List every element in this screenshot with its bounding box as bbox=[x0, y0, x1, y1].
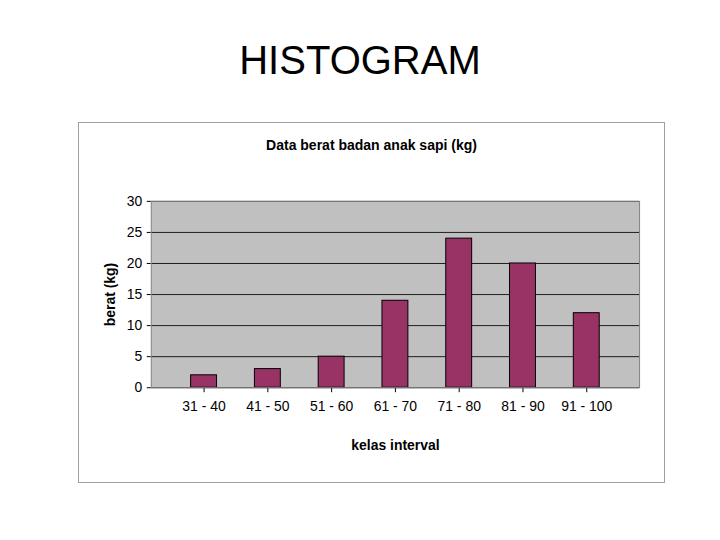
svg-text:berat (kg): berat (kg) bbox=[102, 263, 118, 327]
html-text:Data berat badan anak sapi (kg: Data berat badan anak sapi (kg) bbox=[266, 137, 477, 153]
svg-text:51 - 60: 51 - 60 bbox=[310, 398, 354, 414]
svg-text:31 - 40: 31 - 40 bbox=[182, 398, 226, 414]
svg-text:5: 5 bbox=[135, 348, 143, 364]
html-text:HISTOGRAM: HISTOGRAM bbox=[239, 38, 481, 82]
svg-text:15: 15 bbox=[127, 286, 143, 302]
svg-text:25: 25 bbox=[127, 224, 143, 240]
svg-text:61 - 70: 61 - 70 bbox=[374, 398, 418, 414]
svg-text:0: 0 bbox=[135, 379, 143, 395]
svg-text:30: 30 bbox=[127, 193, 143, 209]
svg-text:91 - 100: 91 - 100 bbox=[561, 398, 612, 414]
svg-text:kelas interval: kelas interval bbox=[351, 437, 439, 453]
svg-text:10: 10 bbox=[127, 317, 143, 333]
svg-text:20: 20 bbox=[127, 255, 143, 271]
svg-text:71 - 80: 71 - 80 bbox=[437, 398, 481, 414]
svg-text:81 - 90: 81 - 90 bbox=[501, 398, 545, 414]
svg-text:41 - 50: 41 - 50 bbox=[246, 398, 290, 414]
